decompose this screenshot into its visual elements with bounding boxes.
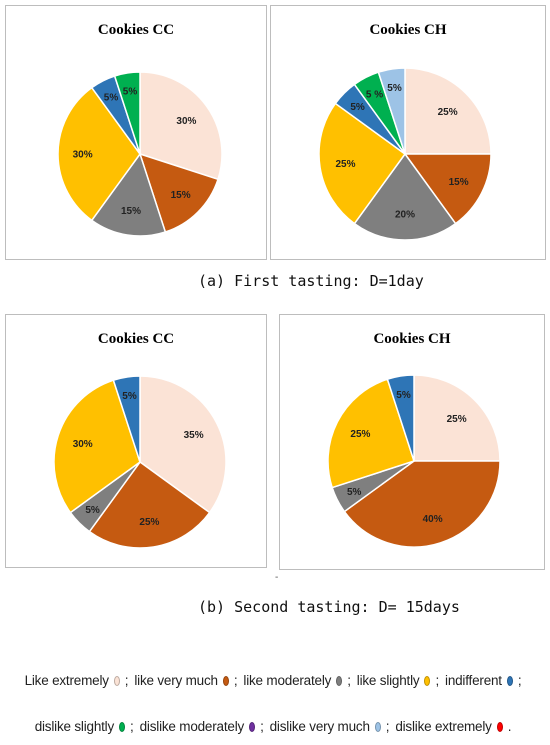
pie-slice-like-slightly xyxy=(57,86,141,222)
pie-slice-dislike-slightly xyxy=(113,71,141,155)
legend-swatch xyxy=(424,676,431,687)
legend-label: dislike slightly xyxy=(34,719,115,734)
legend-separator: ; xyxy=(233,673,238,688)
legend-item: like moderately; xyxy=(243,673,354,688)
pie-data-label: 5% xyxy=(347,487,362,498)
pie-data-label: 25% xyxy=(447,414,467,425)
pie-data-label: 25% xyxy=(139,517,159,528)
chart-panel-cc-second: Cookies CC 35% 25% 5% 30% 5% xyxy=(5,314,267,568)
chart-title: Cookies CC xyxy=(97,331,175,347)
legend-swatch xyxy=(506,676,513,687)
legend-label: like very much xyxy=(134,673,218,688)
legend-item: like slightly; xyxy=(357,673,443,688)
legend-swatch xyxy=(113,676,120,687)
pie-slice-like-extremely xyxy=(139,375,227,514)
legend-swatch xyxy=(222,676,229,687)
legend-separator: ; xyxy=(385,719,390,734)
legend-swatch xyxy=(119,722,126,733)
pie-data-label: 25% xyxy=(335,159,355,170)
pie-data-label: 15% xyxy=(449,177,469,188)
chart-title: Cookies CH xyxy=(369,22,447,38)
pie-slice-like-slightly xyxy=(318,102,407,225)
chart-title: Cookies CH xyxy=(373,331,451,347)
pie-data-label: 5% xyxy=(122,391,137,402)
legend-separator: ; xyxy=(124,673,129,688)
legend-swatch xyxy=(249,722,256,733)
pie-slice-like-very-much xyxy=(343,460,501,548)
pie-data-label: 40% xyxy=(423,514,443,525)
legend-row-2: dislike slightly; dislike moderately; disl… xyxy=(0,719,550,734)
pie-data-label: 25% xyxy=(438,107,458,118)
legend-item: dislike extremely. xyxy=(395,719,515,734)
legend-label: Like extremely xyxy=(24,673,109,688)
legend-label: dislike very much xyxy=(269,719,370,734)
pie-data-label: 30% xyxy=(176,116,196,127)
legend-swatch xyxy=(374,722,381,733)
pie-data-label: 15% xyxy=(171,190,191,201)
legend-item: dislike slightly; xyxy=(35,719,138,734)
pie-data-label: 35% xyxy=(184,430,204,441)
chart-panel-ch-first: Cookies CH 25% 15% 20% 25% 5% 5 % 5% xyxy=(270,5,546,260)
pie-slice-dislike-very-much xyxy=(377,67,406,155)
pie-data-label: 5% xyxy=(387,83,402,94)
pie-slice-indifferent xyxy=(112,375,141,463)
stray-mark: - xyxy=(275,572,279,583)
legend-separator: ; xyxy=(347,673,351,688)
chart-title: Cookies CC xyxy=(97,22,175,38)
pie-chart: 30% 15% 15% 30% 5% 5% xyxy=(57,71,223,237)
pie-data-label: 5% xyxy=(396,390,411,401)
pie-slice-like-slightly xyxy=(327,378,415,489)
pie-data-label: 25% xyxy=(350,429,370,440)
chart-panel-cc-first: Cookies CC 30% 15% 15% 30% 5% 5% xyxy=(5,5,267,260)
legend-label: dislike moderately xyxy=(139,719,245,734)
pie-slice-like-moderately xyxy=(90,152,167,237)
legend-label: like moderately xyxy=(243,673,332,688)
pie-data-label: 30% xyxy=(73,150,93,161)
pie-data-label: 20% xyxy=(395,210,415,221)
pie-slice-like-very-much xyxy=(88,460,211,549)
legend-separator: ; xyxy=(517,673,522,688)
legend-item: dislike moderately; xyxy=(140,719,268,734)
legend-swatch xyxy=(496,722,503,733)
pie-slice-like-very-much xyxy=(403,153,492,225)
pie-slice-indifferent xyxy=(386,374,415,462)
legend-swatch xyxy=(336,676,343,687)
pie-data-label: 5 % xyxy=(366,90,383,101)
legend-label: dislike extremely xyxy=(395,719,492,734)
pie-chart: 25% 40% 5% 25% 5% xyxy=(327,374,501,548)
pie-data-label: 15% xyxy=(121,206,141,217)
legend-row-1: Like extremely; like very much; like moder… xyxy=(0,673,550,688)
pie-chart: 25%15%20%25%5%5 %5% xyxy=(318,67,492,241)
pie-slice-like-extremely xyxy=(404,67,492,155)
legend-item: indifferent; xyxy=(445,673,525,688)
pie-data-label: 5% xyxy=(123,86,138,97)
legend-separator: . xyxy=(507,719,512,734)
legend-separator: ; xyxy=(260,719,264,734)
caption-first-tasting: (a) First tasting: D=1day xyxy=(198,272,424,290)
caption-second-tasting: (b) Second tasting: D= 15days xyxy=(198,598,460,616)
pie-slice-like-extremely xyxy=(413,374,501,462)
pie-data-label: 5% xyxy=(85,505,100,516)
pie-data-label: 5% xyxy=(104,93,119,104)
pie-slice-like-slightly xyxy=(53,379,141,514)
legend-separator: ; xyxy=(130,719,134,734)
pie-data-label: 30% xyxy=(73,439,93,450)
pie-slice-like-extremely xyxy=(139,71,223,181)
pie-chart: 35% 25% 5% 30% 5% xyxy=(53,375,227,549)
legend-label: like slightly xyxy=(356,673,420,688)
pie-slice-like-moderately xyxy=(353,152,457,241)
chart-panel-ch-second: Cookies CH 25% 40% 5% 25% 5% xyxy=(279,314,545,570)
legend-item: like very much; xyxy=(134,673,241,688)
legend-item: dislike very much; xyxy=(270,719,394,734)
legend-label: indifferent xyxy=(445,673,502,688)
legend-item: Like extremely; xyxy=(25,673,133,688)
pie-data-label: 5% xyxy=(350,102,365,113)
legend-separator: ; xyxy=(435,673,440,688)
